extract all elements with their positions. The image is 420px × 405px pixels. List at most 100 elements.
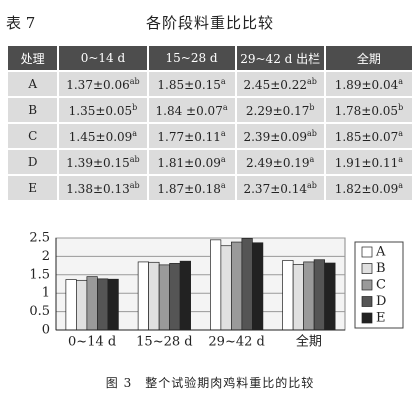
bar xyxy=(210,239,222,331)
table-cell: 2.49±0.19a xyxy=(234,148,326,176)
bar xyxy=(158,264,170,331)
cell-superscript: a xyxy=(220,76,226,86)
table-cell: 1.45±0.09a xyxy=(57,122,149,150)
table-row: E 1.38±0.13ab 1.87±0.18a 2.37±0.14ab 1.82±0.… xyxy=(5,174,415,202)
header-row: 处理 0~14 d 15~28 d 29~42 d 出栏 全期 xyxy=(5,44,415,72)
x-tick-label: 29~42 d xyxy=(208,335,264,350)
legend-label: E xyxy=(376,311,386,326)
cell-superscript: b xyxy=(309,102,315,112)
chart-caption: 图 3 整个试验期肉鸡料重比的比较 xyxy=(105,376,315,390)
cell-value: 1.78±0.05 xyxy=(334,103,399,118)
y-tick-label: 2.5 xyxy=(29,231,50,246)
x-tick-label: 全期 xyxy=(296,334,322,350)
table-cell: 1.89±0.04a xyxy=(323,70,415,98)
cell-value: 1.87±0.18 xyxy=(157,181,221,196)
bar xyxy=(231,241,243,331)
y-tick-label: 0 xyxy=(42,323,50,338)
legend-swatch xyxy=(361,279,373,291)
cell-superscript: ab xyxy=(306,128,317,138)
cell-superscript: ab xyxy=(306,180,317,190)
cell-superscript: a xyxy=(398,128,404,138)
table-cell: 1.78±0.05b xyxy=(323,96,415,124)
cell-value: 1.91±0.11 xyxy=(334,155,399,170)
bar xyxy=(137,261,149,331)
table-cell: B xyxy=(5,96,60,124)
cell-value: 1.82±0.09 xyxy=(334,181,399,196)
cell-superscript: ab xyxy=(129,180,140,190)
bar xyxy=(303,261,315,331)
table-cell: 1.91±0.11a xyxy=(323,148,415,176)
cell-superscript: a xyxy=(220,128,226,138)
bar xyxy=(252,242,264,331)
cell-superscript: ab xyxy=(129,154,140,164)
bar xyxy=(292,264,304,331)
bar xyxy=(97,278,109,331)
column-header: 全期 xyxy=(323,44,415,72)
cell-superscript: a xyxy=(398,76,404,86)
cell-superscript: a xyxy=(220,180,226,190)
table-label: 表 7 xyxy=(6,14,36,32)
bar xyxy=(179,260,191,331)
legend-label: A xyxy=(375,245,386,260)
cell-value: 2.37±0.14 xyxy=(243,181,307,196)
table-cell: E xyxy=(5,174,60,202)
cell-value: 1.84 ±0.07 xyxy=(155,103,223,118)
legend-swatch xyxy=(361,296,373,307)
cell-superscript: b xyxy=(132,102,138,112)
x-tick-label: 15~28 d xyxy=(136,335,192,350)
table-cell: A xyxy=(5,70,60,98)
cell-superscript: a xyxy=(398,154,404,164)
legend-swatch xyxy=(361,246,373,258)
bar xyxy=(76,279,88,331)
table-cell: 2.29±0.17b xyxy=(234,96,326,124)
cell-superscript: a xyxy=(222,102,228,112)
table-cell: 1.35±0.05b xyxy=(57,96,149,124)
table-cell: 1.77±0.11a xyxy=(146,122,237,150)
table-row: B 1.35±0.05b 1.84 ±0.07a 2.29±0.17b 1.78±0.0… xyxy=(5,96,415,124)
table-cell: 1.87±0.18a xyxy=(146,174,237,202)
table-cell: 1.37±0.06ab xyxy=(57,70,149,98)
bar xyxy=(86,276,98,331)
bar xyxy=(313,259,325,331)
legend-label: B xyxy=(376,261,386,276)
cell-value: 1.85±0.07 xyxy=(334,129,399,144)
cell-value: 1.39±0.15 xyxy=(66,155,130,170)
bar xyxy=(65,279,77,331)
table-body: A 1.37±0.06ab 1.85±0.15a 2.45±0.22ab 1.89±0.… xyxy=(5,70,415,202)
bar xyxy=(220,245,232,331)
table-cell: 1.81±0.09a xyxy=(146,148,237,176)
cell-value: 2.29±0.17 xyxy=(245,103,310,118)
legend-swatch xyxy=(361,263,373,274)
table-cell: 2.37±0.14ab xyxy=(234,174,326,202)
cell-value: 1.45±0.09 xyxy=(68,129,133,144)
cell-value: 1.35±0.05 xyxy=(68,103,133,118)
cell-superscript: a xyxy=(132,128,138,138)
data-table: 处理 0~14 d 15~28 d 29~42 d 出栏 全期 A 1.37±0.06ab… xyxy=(5,44,415,202)
table-cell: 1.82±0.09a xyxy=(323,174,415,202)
legend-label: D xyxy=(376,294,386,309)
cell-value: 2.49±0.19 xyxy=(246,155,310,170)
bar xyxy=(169,263,181,331)
cell-superscript: a xyxy=(309,154,315,164)
cell-value: 1.85±0.15 xyxy=(157,77,221,92)
cell-superscript: ab xyxy=(129,76,140,86)
table-row: A 1.37±0.06ab 1.85±0.15a 2.45±0.22ab 1.89±0.… xyxy=(5,70,415,98)
table-cell: 2.39±0.09ab xyxy=(234,122,326,150)
legend-swatch xyxy=(361,312,373,324)
table-cell: 1.38±0.13ab xyxy=(57,174,149,202)
cell-value: 1.81±0.09 xyxy=(157,155,221,170)
y-tick-label: 2 xyxy=(42,249,50,264)
cell-value: 1.89±0.04 xyxy=(334,77,399,92)
table-row: C 1.45±0.09a 1.77±0.11a 2.39±0.09ab 1.85±0.0… xyxy=(5,122,415,150)
table-cell: D xyxy=(5,148,60,176)
legend-label: C xyxy=(376,278,386,293)
table-cell: C xyxy=(5,122,60,150)
cell-superscript: b xyxy=(398,102,404,112)
column-header: 0~14 d xyxy=(57,44,149,72)
y-tick-label: 0.5 xyxy=(29,304,50,319)
bar xyxy=(107,278,119,331)
table-cell: 1.84 ±0.07a xyxy=(146,96,237,124)
bar xyxy=(324,262,336,331)
